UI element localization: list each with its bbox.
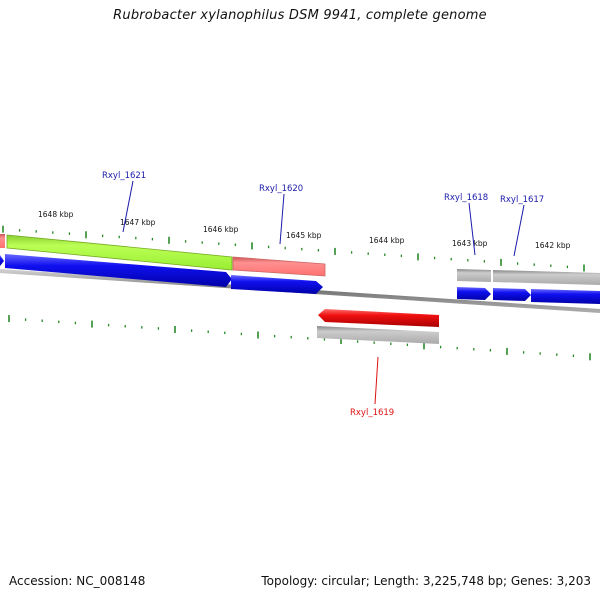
- callout-line-rxyl-1621: [122, 180, 134, 233]
- locus-label-rxyl-1617[interactable]: Rxyl_1617: [500, 195, 544, 205]
- gene-arrow-rxyl-1621[interactable]: [5, 254, 232, 287]
- kbp-label: 1648 kbp: [38, 210, 74, 219]
- gene-arrow-right-edge[interactable]: [531, 289, 600, 304]
- callout-line-rxyl-1617: [513, 204, 525, 257]
- locus-label-rxyl-1620[interactable]: Rxyl_1620: [259, 184, 303, 194]
- locus-label-rxyl-1619[interactable]: Rxyl_1619: [350, 408, 394, 418]
- gene-arrow-rxyl-1618[interactable]: [457, 287, 491, 300]
- feature-gray-rxyl-1618[interactable]: [457, 269, 491, 282]
- kbp-label: 1647 kbp: [120, 218, 156, 227]
- gene-arrow-left-edge[interactable]: [0, 255, 4, 266]
- locus-label-rxyl-1618[interactable]: Rxyl_1618: [444, 193, 488, 203]
- gene-arrow-rxyl-1617[interactable]: [493, 288, 531, 301]
- feature-gray-rxyl-1617[interactable]: [493, 270, 600, 285]
- kbp-label: 1642 kbp: [535, 241, 571, 250]
- kbp-label: 1646 kbp: [203, 225, 239, 234]
- callout-line-rxyl-1620: [279, 193, 285, 245]
- outer-tick-marks: [2, 225, 585, 272]
- accession-label: Accession: NC_008148: [9, 574, 146, 588]
- feature-pink-rxyl-1620[interactable]: [232, 256, 326, 277]
- kbp-label: 1643 kbp: [452, 239, 488, 248]
- kbp-label: 1645 kbp: [286, 231, 322, 240]
- gene-arrow-rxyl-1620[interactable]: [231, 275, 323, 294]
- gene-arrow-rxyl-1619[interactable]: [318, 309, 439, 327]
- map-title: Rubrobacter xylanophilus DSM 9941, compl…: [113, 8, 487, 23]
- callout-line-rxyl-1618: [468, 202, 476, 256]
- feature-pink-left-edge: [0, 234, 5, 248]
- inner-tick-marks: [8, 315, 591, 361]
- feature-green-rxyl-1621[interactable]: [6, 234, 233, 271]
- locus-label-rxyl-1621[interactable]: Rxyl_1621: [102, 171, 146, 181]
- feature-gray-rxyl-1619[interactable]: [317, 326, 439, 344]
- genome-summary: Topology: circular; Length: 3,225,748 bp…: [261, 574, 591, 588]
- kbp-label: 1644 kbp: [369, 236, 405, 245]
- callout-line-rxyl-1619: [374, 356, 379, 405]
